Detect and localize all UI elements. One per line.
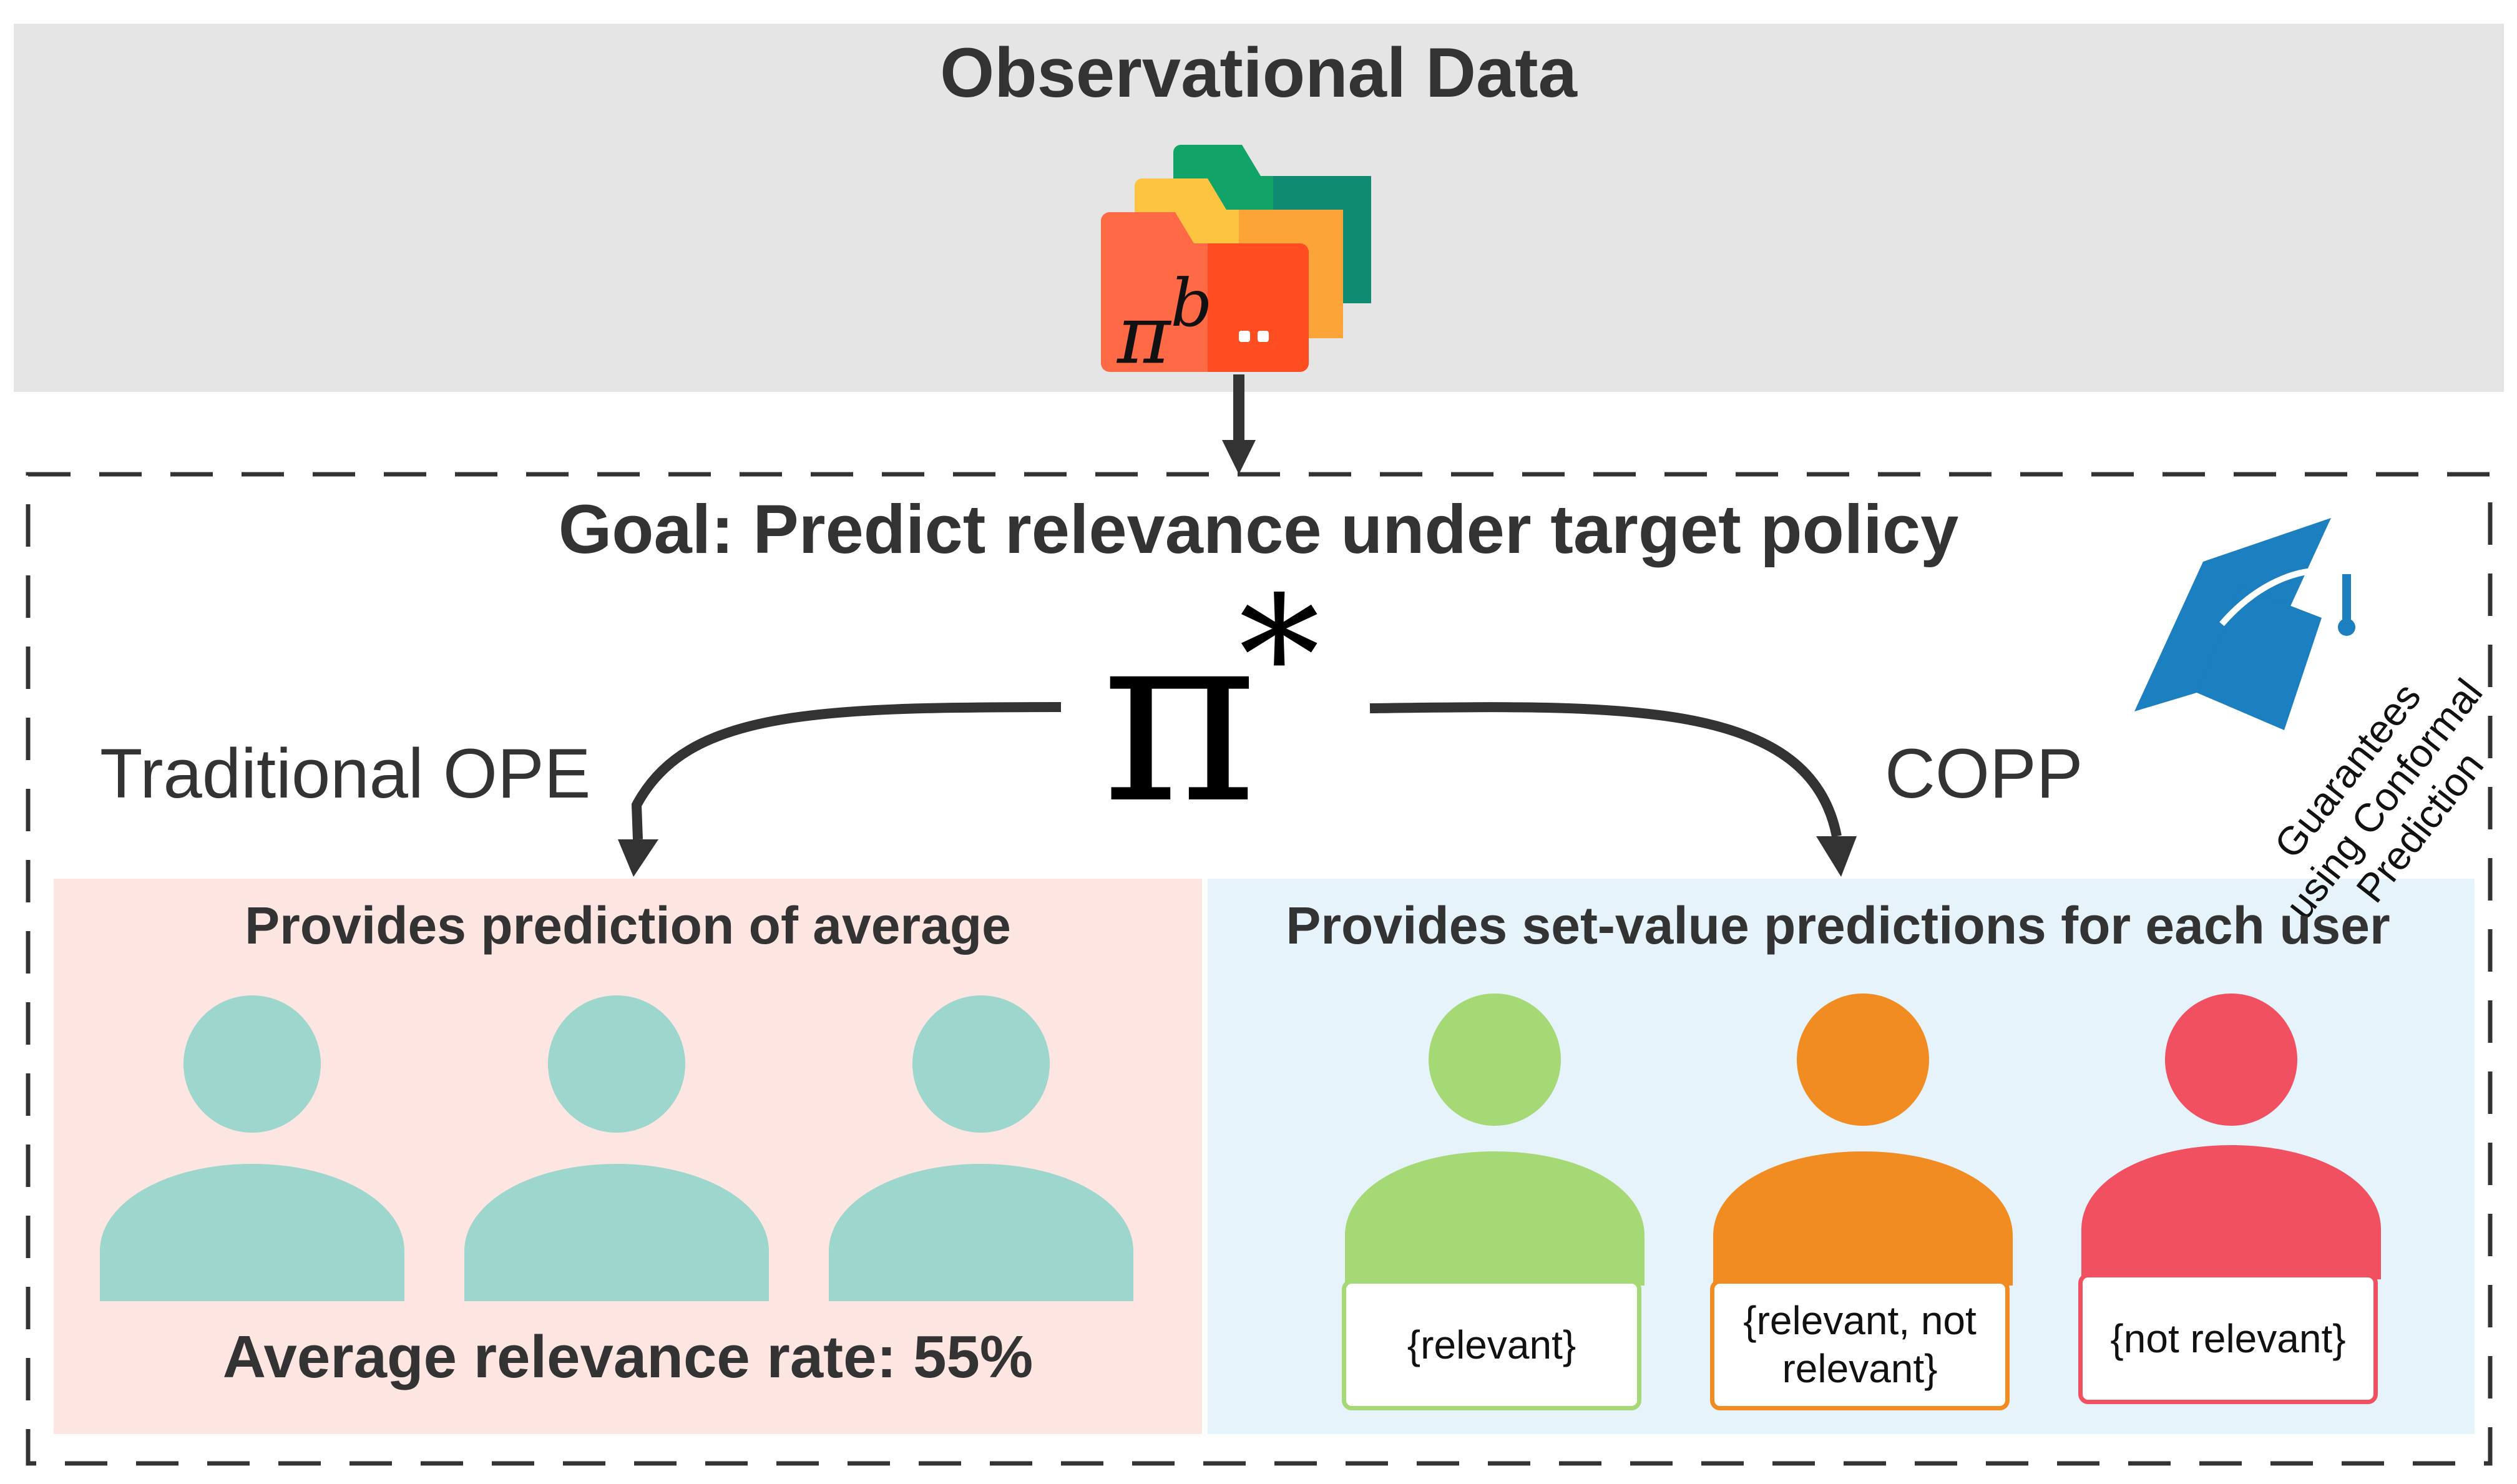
user-relevant-icon <box>1345 993 1645 1286</box>
goal-title: Goal: Predict relevance under target pol… <box>558 491 1959 568</box>
arrow-to-traditional-ope <box>618 702 1062 877</box>
behavior-policy-pi: π <box>1117 287 1171 383</box>
goal-region <box>26 472 2493 1466</box>
prediction-set-both: {relevant, not relevant} <box>1710 1279 2010 1410</box>
data-to-goal-arrow <box>1222 374 1256 474</box>
user-not-relevant-icon <box>2081 993 2381 1279</box>
copp-label: COPP <box>1885 735 2083 813</box>
target-policy-symbol: π* <box>1102 575 1339 836</box>
prediction-set-not-relevant: {not relevant} <box>2078 1273 2378 1404</box>
average-user-2-icon <box>464 995 769 1301</box>
observational-data-title: Observational Data <box>940 34 1577 112</box>
target-policy-pi: π <box>1102 579 1258 856</box>
average-user-3-icon <box>829 995 1133 1301</box>
graduation-cap-icon <box>2134 518 2355 730</box>
left-panel-title: Provides prediction of average <box>245 896 1011 955</box>
arrow-to-copp <box>1369 702 1857 877</box>
average-user-1-icon <box>100 995 404 1301</box>
prediction-set-relevant: {relevant} <box>1342 1279 1641 1410</box>
right-panel-title: Provides set-value predictions for each … <box>1286 896 2390 955</box>
target-policy-superscript: * <box>1238 562 1320 751</box>
folder-stack-icon <box>1101 145 1371 372</box>
behavior-policy-symbol: πb <box>1117 265 1213 383</box>
left-panel-background <box>54 879 1202 1434</box>
user-uncertain-icon <box>1713 993 2013 1286</box>
traditional-ope-label: Traditional OPE <box>100 735 591 813</box>
average-relevance-rate: Average relevance rate: 55% <box>222 1324 1034 1390</box>
behavior-policy-superscript: b <box>1170 265 1213 341</box>
